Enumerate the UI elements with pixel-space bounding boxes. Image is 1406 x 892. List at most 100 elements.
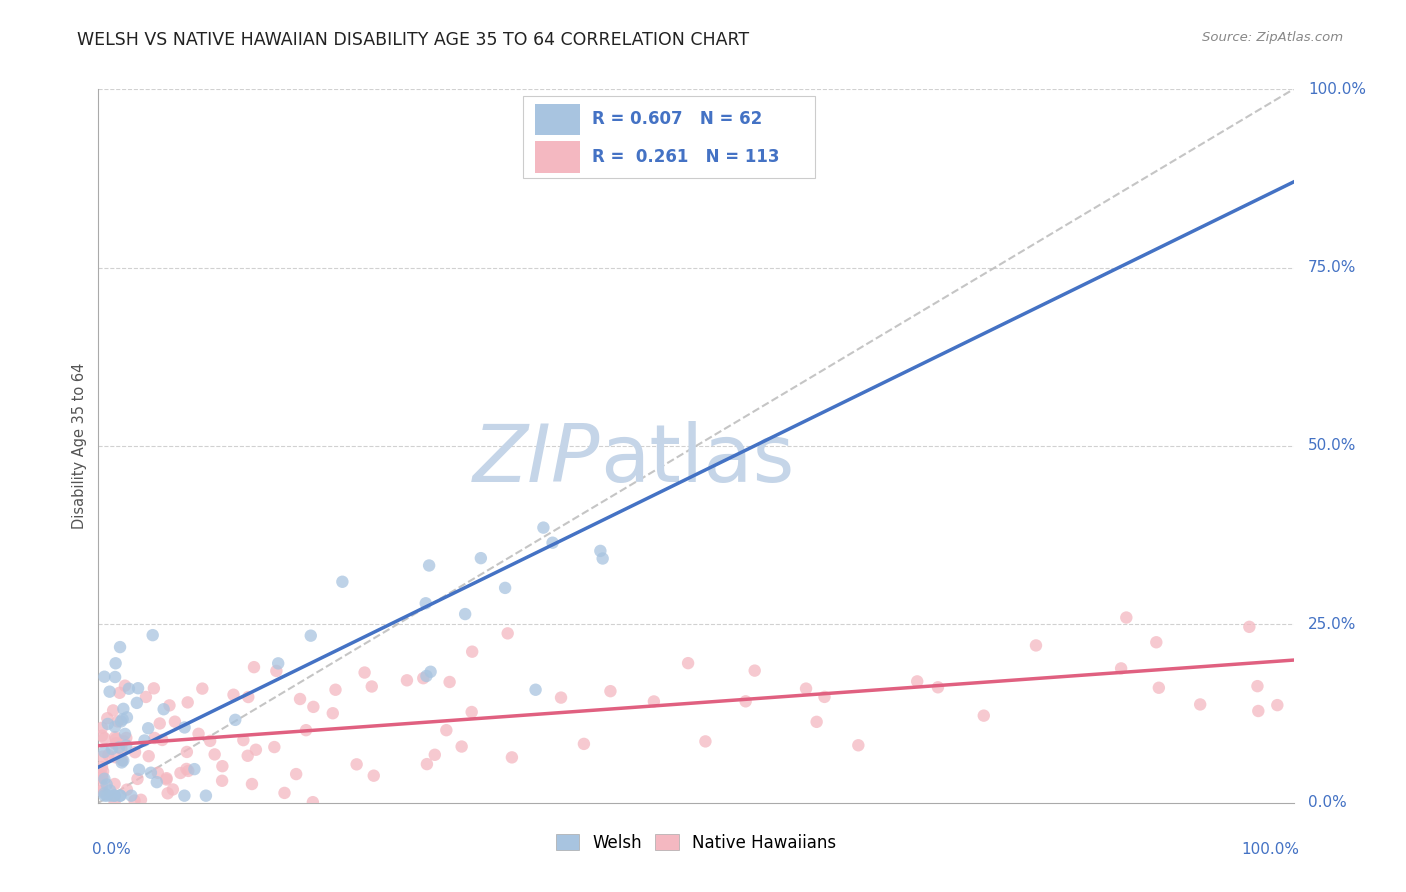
Point bbox=[927, 681, 949, 695]
Point bbox=[1109, 661, 1132, 675]
Point bbox=[183, 762, 205, 776]
Point bbox=[91, 729, 114, 743]
Point bbox=[1147, 681, 1170, 695]
Point bbox=[353, 665, 375, 680]
Point bbox=[104, 720, 127, 734]
Point bbox=[134, 733, 156, 747]
Text: Source: ZipAtlas.com: Source: ZipAtlas.com bbox=[1202, 31, 1343, 45]
Point bbox=[415, 596, 437, 610]
Point bbox=[454, 607, 477, 621]
Point bbox=[322, 706, 344, 721]
Point bbox=[104, 657, 127, 671]
Point bbox=[238, 690, 260, 704]
Point bbox=[111, 753, 134, 767]
Point bbox=[114, 679, 136, 693]
Point bbox=[416, 757, 439, 772]
Point bbox=[273, 786, 295, 800]
Point bbox=[149, 716, 172, 731]
Point bbox=[91, 760, 114, 774]
Point bbox=[150, 733, 173, 747]
Point bbox=[187, 727, 209, 741]
Point bbox=[589, 544, 612, 558]
Point bbox=[155, 772, 177, 787]
Point bbox=[360, 680, 382, 694]
Point bbox=[114, 727, 136, 741]
Point bbox=[363, 769, 385, 783]
Point bbox=[1265, 698, 1288, 712]
Point bbox=[104, 777, 127, 791]
Point bbox=[120, 789, 142, 803]
Point bbox=[332, 574, 354, 589]
Point bbox=[794, 681, 817, 696]
Point bbox=[592, 551, 614, 566]
Point bbox=[1115, 610, 1137, 624]
Legend: Welsh, Native Hawaiians: Welsh, Native Hawaiians bbox=[550, 828, 842, 859]
Text: 0.0%: 0.0% bbox=[1308, 796, 1347, 810]
Point bbox=[156, 786, 179, 800]
Point bbox=[125, 696, 148, 710]
Point bbox=[104, 796, 127, 810]
FancyBboxPatch shape bbox=[534, 141, 581, 173]
Text: atlas: atlas bbox=[600, 421, 794, 500]
Point bbox=[813, 690, 835, 704]
Point bbox=[91, 771, 114, 785]
Point bbox=[288, 692, 311, 706]
Point bbox=[98, 783, 121, 797]
Point bbox=[93, 731, 115, 746]
Point bbox=[439, 675, 461, 690]
Point bbox=[524, 682, 547, 697]
Point bbox=[176, 745, 198, 759]
Text: R = 0.607   N = 62: R = 0.607 N = 62 bbox=[592, 111, 762, 128]
Point bbox=[198, 734, 221, 748]
Point bbox=[115, 710, 138, 724]
Point bbox=[136, 721, 159, 735]
Point bbox=[222, 688, 245, 702]
Point bbox=[135, 690, 157, 704]
Point bbox=[806, 714, 828, 729]
Point bbox=[450, 739, 472, 754]
Point bbox=[115, 731, 138, 745]
Point bbox=[676, 656, 699, 670]
Point bbox=[418, 558, 440, 573]
Point bbox=[240, 777, 263, 791]
Point bbox=[285, 767, 308, 781]
Point bbox=[103, 789, 125, 803]
Point bbox=[177, 764, 200, 778]
Point bbox=[107, 714, 129, 729]
Point bbox=[744, 664, 766, 678]
Point bbox=[91, 768, 114, 782]
Point bbox=[93, 670, 115, 684]
Point bbox=[110, 741, 132, 756]
Point bbox=[194, 789, 217, 803]
Point bbox=[461, 645, 484, 659]
Point bbox=[191, 681, 214, 696]
Point bbox=[143, 731, 166, 745]
Point bbox=[734, 694, 756, 708]
Point bbox=[423, 747, 446, 762]
Point bbox=[110, 714, 132, 729]
Point bbox=[163, 714, 186, 729]
Point bbox=[91, 764, 114, 779]
Point bbox=[108, 686, 131, 700]
Point bbox=[146, 775, 169, 789]
Point bbox=[124, 745, 146, 759]
Point bbox=[541, 535, 564, 549]
Point bbox=[263, 740, 285, 755]
Point bbox=[105, 731, 128, 746]
Point bbox=[98, 684, 121, 698]
Point bbox=[142, 681, 165, 696]
Point bbox=[91, 779, 114, 793]
Point bbox=[412, 671, 434, 685]
Point bbox=[419, 665, 441, 679]
Point bbox=[97, 747, 120, 762]
Point bbox=[643, 694, 665, 708]
Point bbox=[104, 736, 127, 750]
Point bbox=[111, 756, 134, 770]
Point bbox=[266, 664, 288, 678]
Text: 0.0%: 0.0% bbox=[93, 842, 131, 857]
Point bbox=[299, 629, 322, 643]
Point bbox=[112, 702, 135, 716]
Text: 100.0%: 100.0% bbox=[1241, 842, 1299, 857]
Point bbox=[96, 711, 118, 725]
Point bbox=[599, 684, 621, 698]
